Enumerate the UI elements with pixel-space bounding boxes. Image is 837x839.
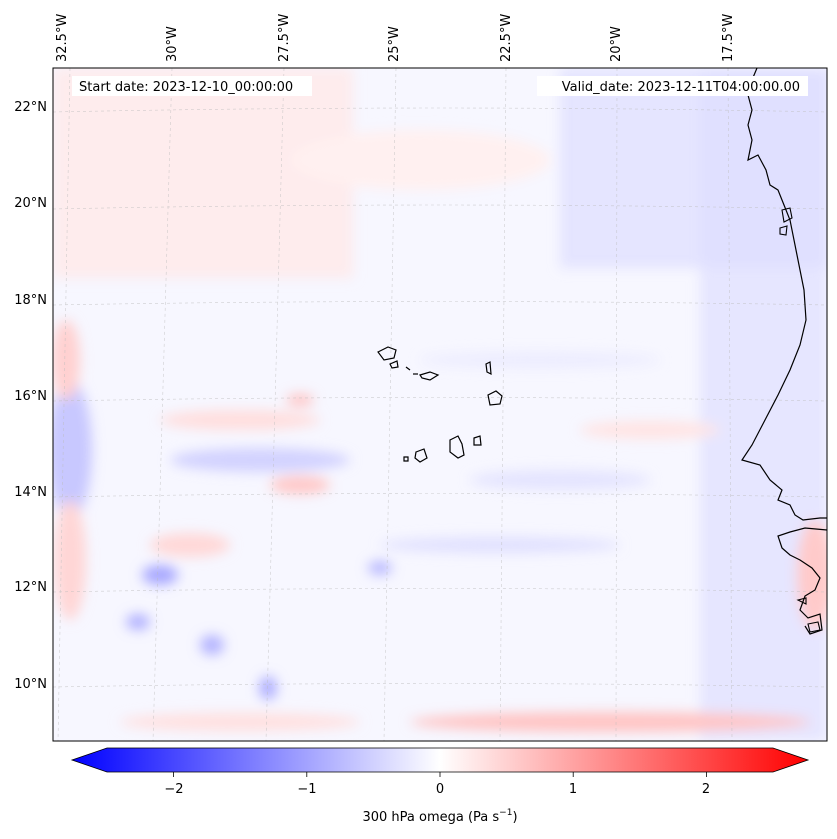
lat-label: 22°N [14, 100, 47, 115]
colorbar-label-exponent: −1 [499, 808, 512, 818]
start-date-text: Start date: 2023-12-10_00:00:00 [79, 80, 293, 95]
map-frame [52, 67, 828, 742]
omega-field [53, 68, 827, 741]
cape-verde-islands [377, 346, 503, 463]
map-panel: Start date: 2023-12-10_00:00:00 Valid_da… [52, 67, 828, 742]
longitude-labels: 32.5°W 30°W 27.5°W 25°W 22.5°W 20°W 17.5… [55, 14, 736, 62]
lon-label: 32.5°W [55, 14, 70, 62]
valid-date-box [537, 76, 808, 96]
colorbar-tick-label: −2 [164, 782, 183, 797]
lat-label: 12°N [14, 580, 47, 595]
colorbar-tick-label: 2 [702, 782, 710, 797]
gridlines [52, 67, 828, 742]
lon-label: 30°W [165, 26, 180, 62]
colorbar-body [70, 747, 810, 773]
lon-label: 17.5°W [721, 14, 736, 62]
lat-label: 16°N [14, 389, 47, 404]
colorbar-tick-label: 0 [436, 782, 444, 797]
colorbar-tick-label: −1 [297, 782, 316, 797]
colorbar-label-main: 300 hPa omega (Pa s [362, 810, 499, 825]
valid-date-text: Valid_date: 2023-12-11T04:00:00.00 [562, 80, 800, 95]
lon-label: 20°W [609, 26, 624, 62]
colorbar-tick-label: 1 [569, 782, 577, 797]
lon-label: 25°W [387, 26, 402, 62]
colorbar-label: 300 hPa omega (Pa s−1) [362, 808, 517, 825]
colorbar: −2 −1 0 1 2 300 hPa omega (Pa s−1) [70, 747, 810, 825]
coastline [741, 68, 827, 635]
lon-label: 27.5°W [277, 14, 292, 62]
colorbar-label-close: ) [512, 810, 517, 825]
latitude-labels: 22°N 20°N 18°N 16°N 14°N 12°N 10°N [14, 100, 47, 692]
colorbar-ticks [173, 772, 707, 777]
lat-label: 20°N [14, 196, 47, 211]
start-date-box [72, 76, 312, 96]
lat-label: 14°N [14, 485, 47, 500]
lat-label: 18°N [14, 293, 47, 308]
lat-label: 10°N [14, 677, 47, 692]
coastal-islets [779, 207, 821, 633]
lon-label: 22.5°W [499, 14, 514, 62]
